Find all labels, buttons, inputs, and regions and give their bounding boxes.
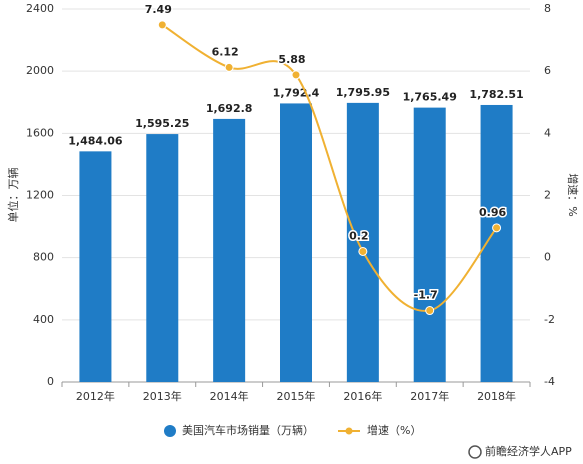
data-label: 1,484.06	[68, 134, 123, 147]
legend-label: 增速（%）	[367, 423, 421, 437]
bar	[346, 102, 379, 382]
y-tick-label: 1200	[26, 189, 54, 202]
data-label: 1,782.51	[469, 88, 523, 101]
data-label: 6.12	[212, 45, 239, 58]
x-tick-label: 2012年	[76, 389, 115, 403]
y2-tick-label: -2	[544, 313, 555, 326]
data-label: 1,792.4	[273, 86, 320, 99]
data-label: 1,765.49	[403, 91, 457, 104]
y2-tick-label: 0	[544, 251, 551, 264]
data-label: 7.49	[145, 3, 172, 16]
y2-axis-label: 增速：%	[566, 173, 580, 216]
footer-text: 前瞻经济学人APP	[485, 444, 572, 458]
bar	[413, 107, 446, 382]
y-axis-label: 单位：万辆	[6, 168, 20, 223]
x-tick-label: 2015年	[277, 389, 316, 403]
bar	[213, 118, 246, 382]
data-label: -1.7	[414, 289, 438, 302]
y-tick-label: 400	[33, 313, 54, 326]
line-point	[291, 70, 301, 80]
x-tick-label: 2018年	[477, 389, 516, 403]
line-point	[425, 306, 435, 316]
y-tick-label: 0	[47, 375, 54, 388]
bar	[79, 151, 112, 382]
line-point	[358, 246, 368, 256]
y2-tick-label: 6	[544, 64, 551, 77]
y2-tick-label: 8	[544, 2, 551, 15]
line-point	[157, 20, 167, 30]
y-tick-label: 2000	[26, 64, 54, 77]
y2-tick-label: 4	[544, 126, 551, 139]
legend: 美国汽车市场销量（万辆） 增速（%）	[164, 423, 421, 437]
y2-tick-label: 2	[544, 189, 551, 202]
legend-label: 美国汽车市场销量（万辆）	[182, 423, 314, 437]
legend-swatch	[164, 425, 176, 437]
data-label: 5.88	[278, 53, 305, 66]
x-tick-label: 2016年	[343, 389, 382, 403]
y-tick-label: 2400	[26, 2, 54, 15]
line-point	[224, 62, 234, 72]
line	[161, 24, 498, 312]
x-tick-label: 2014年	[210, 389, 249, 403]
bar	[146, 134, 179, 382]
line-point	[492, 223, 502, 233]
footer-logo	[468, 445, 482, 459]
y-tick-label: 800	[33, 251, 54, 264]
data-label: 0.2	[349, 229, 369, 242]
data-label: 1,692.8	[206, 102, 253, 115]
bar	[280, 103, 312, 383]
data-label: 1,795.95	[336, 86, 390, 99]
y2-tick-label: -4	[544, 375, 555, 388]
data-label: 1,595.25	[135, 117, 189, 130]
x-tick-label: 2013年	[143, 389, 182, 403]
x-tick-label: 2017年	[410, 389, 449, 403]
legend-swatch	[345, 427, 353, 435]
data-label: 0.96	[479, 206, 506, 219]
y-tick-label: 1600	[26, 126, 54, 139]
